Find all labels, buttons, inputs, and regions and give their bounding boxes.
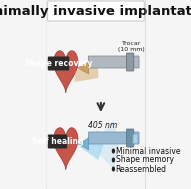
Text: Shape memory: Shape memory: [116, 156, 173, 164]
Circle shape: [112, 158, 114, 162]
FancyBboxPatch shape: [48, 135, 67, 149]
FancyBboxPatch shape: [126, 53, 134, 71]
Text: 405 nm: 405 nm: [88, 121, 117, 129]
FancyBboxPatch shape: [88, 56, 139, 68]
Text: Minimally invasive implantation: Minimally invasive implantation: [0, 5, 191, 18]
Polygon shape: [78, 138, 89, 150]
Polygon shape: [54, 128, 78, 170]
Polygon shape: [54, 51, 78, 93]
Circle shape: [112, 149, 114, 153]
Polygon shape: [77, 130, 104, 160]
Text: Trocar
(10 mm): Trocar (10 mm): [118, 41, 145, 52]
FancyBboxPatch shape: [48, 1, 144, 21]
FancyBboxPatch shape: [126, 129, 134, 147]
FancyBboxPatch shape: [48, 57, 69, 70]
Text: Reassembled: Reassembled: [116, 164, 167, 174]
Text: Self healing: Self healing: [32, 138, 83, 146]
Polygon shape: [98, 120, 119, 170]
FancyBboxPatch shape: [133, 135, 138, 143]
Polygon shape: [75, 58, 98, 82]
Circle shape: [112, 167, 114, 171]
Text: Shape recovery: Shape recovery: [25, 60, 92, 68]
Polygon shape: [77, 62, 89, 74]
FancyBboxPatch shape: [88, 132, 139, 144]
Text: Minimal invasive: Minimal invasive: [116, 146, 180, 156]
